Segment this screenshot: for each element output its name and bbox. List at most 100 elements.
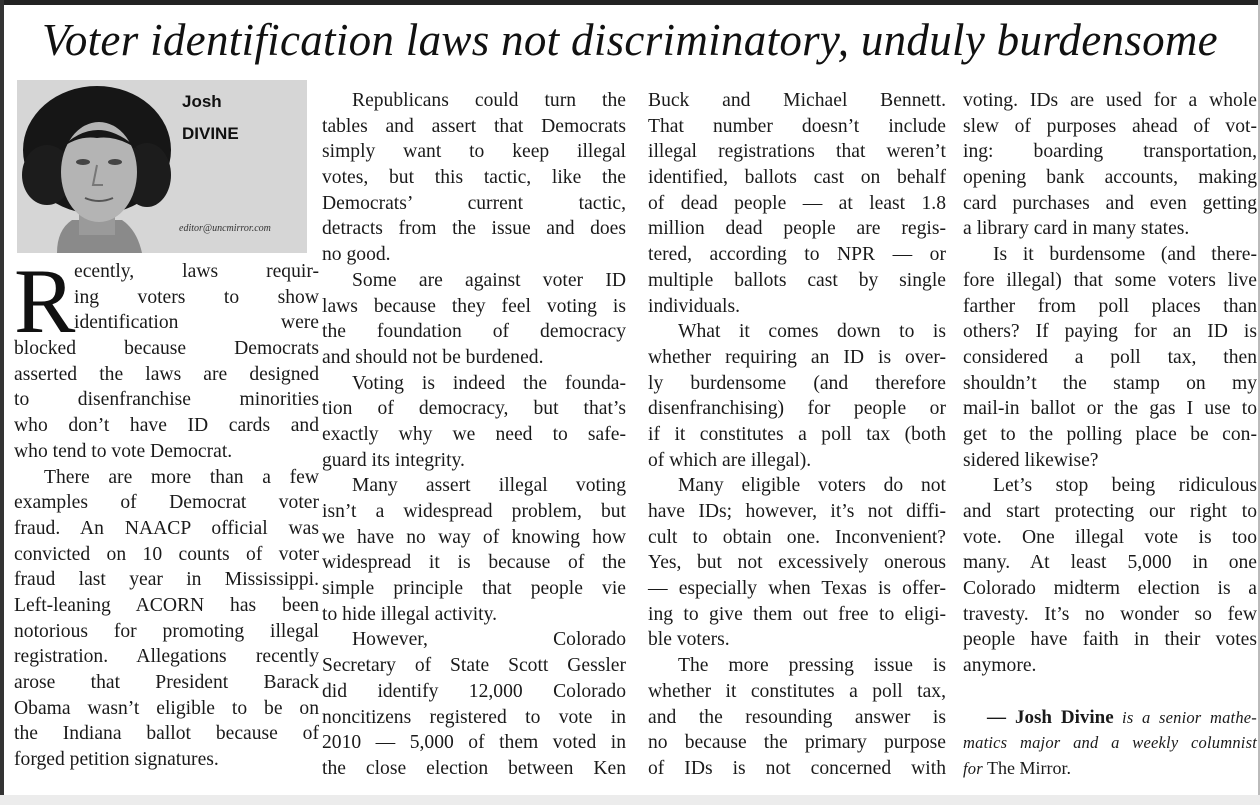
text-line: million dead people are regis- [648,218,946,240]
text-line: notorious for promoting illegal [14,620,319,642]
text-line: who don’t have ID cards and [14,415,319,437]
text-line: exactly why we need to safe- [322,423,626,445]
text-line: laws because they feel voting is [322,295,626,317]
bio-line: for The Mirror. [963,756,1257,782]
text-line: examples of Democrat voter [14,492,319,514]
text-line: Obama wasn’t eligible to be on [14,697,319,719]
text-line: tered, according to NPR — or [648,244,946,266]
text-line: widespread it is because of the [322,552,626,574]
text-line: However, Colorado [352,629,626,651]
text-line: the Indiana ballot because of [14,723,319,745]
text-line: considered a poll tax, then [963,346,1257,368]
author-name: — Josh Divine [987,706,1114,728]
article-column-3: Buck and Michael Bennett. That number doe… [648,88,946,782]
text-line: convicted on 10 counts of voter [14,543,319,565]
text-line: the close election between Ken [322,757,626,779]
text-line: registration. Allegations recently [14,646,319,668]
text-line: no because the primary purpose [648,732,946,754]
text-line: ing voters to show [74,286,319,308]
text-line: mail-in ballot or the gas I use to [963,398,1257,420]
bio-text: is a senior mathe- [1122,707,1257,727]
text-line: Many assert illegal voting [352,475,626,497]
text-line: noncitizens registered to vote in [322,706,626,728]
text-line: the foundation of democracy [322,321,626,343]
text-line: card purchases and even getting [963,192,1257,214]
text-line: What it comes down to is [678,321,946,343]
text-line: many. At least 5,000 in one [963,552,1257,574]
paragraph: voting. IDs are used for a whole slew of … [963,88,1257,242]
text-line: of IDs is not concerned with [648,757,946,779]
text-line: shouldn’t the stamp on my [963,372,1257,394]
text-line: who tend to vote Democrat. [14,440,233,462]
columnist-portrait-image [22,86,171,253]
columnist-email: editor@uncmirror.com [179,223,271,234]
paragraph: Some are against voter ID laws because th… [322,268,626,371]
text-line: That number doesn’t include [648,115,946,137]
spacer [963,679,1257,705]
columnist-photo-box: Josh DIVINE editor@uncmirror.com [17,80,307,253]
bio-line: — Josh Divine is a senior mathe- [963,705,1257,731]
text-line: Left-leaning ACORN has been [14,594,319,616]
text-line: Yes, but not excessively onerous [648,552,946,574]
text-line: tion of democracy, but that’s [322,398,626,420]
paragraph: There are more than a few examples of Dem… [14,465,319,773]
text-line: ing: boarding transportation, [963,141,1257,163]
article-column-1: R ecently, laws requir-ing voters to sho… [14,255,319,773]
text-line: whether requiring an ID is over- [648,346,946,368]
paragraph: Voting is indeed the founda-tion of demo… [322,371,626,474]
text-line: arose that President Barack [14,672,319,693]
text-line: simple principle that people vie [322,578,626,600]
text-line: Buck and Michael Bennett. [648,90,946,111]
article-column-4: voting. IDs are used for a whole slew of … [963,88,1257,782]
publication-name: The Mirror. [986,757,1071,778]
text-line: Voting is indeed the founda- [352,372,626,394]
text-line: tables and assert that Democrats [322,115,626,137]
paragraph: Let’s stop being ridiculous and start pro… [963,473,1257,679]
bio-text: for [963,758,983,778]
text-line: whether it constitutes a poll tax, [648,680,946,702]
text-line: fore illegal) that some voters live [963,269,1257,291]
text-line: ble voters. [648,629,730,651]
text-line: did identify 12,000 Colorado [322,680,626,702]
author-bio: — Josh Divine is a senior mathe-matics m… [963,705,1257,782]
text-line: forged petition signatures. [14,749,219,771]
text-line: Let’s stop being ridiculous [993,475,1257,497]
right-rule [1258,0,1260,800]
text-line: voting. IDs are used for a whole [963,90,1257,111]
text-line: fraud last year in Mississippi. [14,569,319,591]
text-line: travesty. It’s no wonder so few [963,603,1257,625]
text-line: fraud. An NAACP official was [14,517,319,539]
text-line: of which are illegal). [648,449,812,471]
text-line: disenfranchising) for people or [648,398,946,420]
text-line: get to the polling place be con- [963,423,1257,445]
paragraph: Many assert illegal voting isn’t a widesp… [322,473,626,627]
text-line: isn’t a widespread problem, but [322,501,626,522]
paragraph: Buck and Michael Bennett. That number doe… [648,88,946,319]
text-line: anymore. [963,655,1037,677]
text-line: vote. One illegal vote is too [963,526,1257,548]
text-line: simply want to keep illegal [322,141,626,163]
text-line: blocked because Democrats [14,338,319,360]
text-line: ly burdensome (and therefore [648,372,946,394]
text-line: cult to obtain one. Inconvenient? [648,526,946,548]
headline: Voter identification laws not discrimina… [42,15,1218,65]
text-line: Republicans could turn the [352,90,626,111]
bio-text: matics major and a weekly columnist [963,733,1257,753]
text-line: and start protecting our right to [963,501,1257,522]
text-line: slew of purposes ahead of vot- [963,115,1257,137]
text-line: individuals. [648,295,740,317]
text-line: of dead people — at least 1.8 [648,192,946,214]
text-line: The more pressing issue is [678,655,946,677]
text-line: Colorado midterm election is a [963,578,1257,600]
text-line: multiple ballots cast by single [648,269,946,291]
text-line: Democrats’ current tactic, [322,192,626,214]
text-line: detracts from the issue and does [322,218,626,240]
text-line: — especially when Texas is offer- [648,578,946,600]
text-line: to disenfranchise minorities [14,389,319,411]
text-line: 2010 — 5,000 of them voted in [322,732,626,754]
text-line: votes, but this tactic, like the [322,167,626,189]
paragraph: Republicans could turn the tables and ass… [322,88,626,268]
text-line: we have no way of knowing how [322,526,626,548]
text-line: farther from poll places than [963,295,1257,317]
paragraph: What it comes down to is whether requirin… [648,319,946,473]
